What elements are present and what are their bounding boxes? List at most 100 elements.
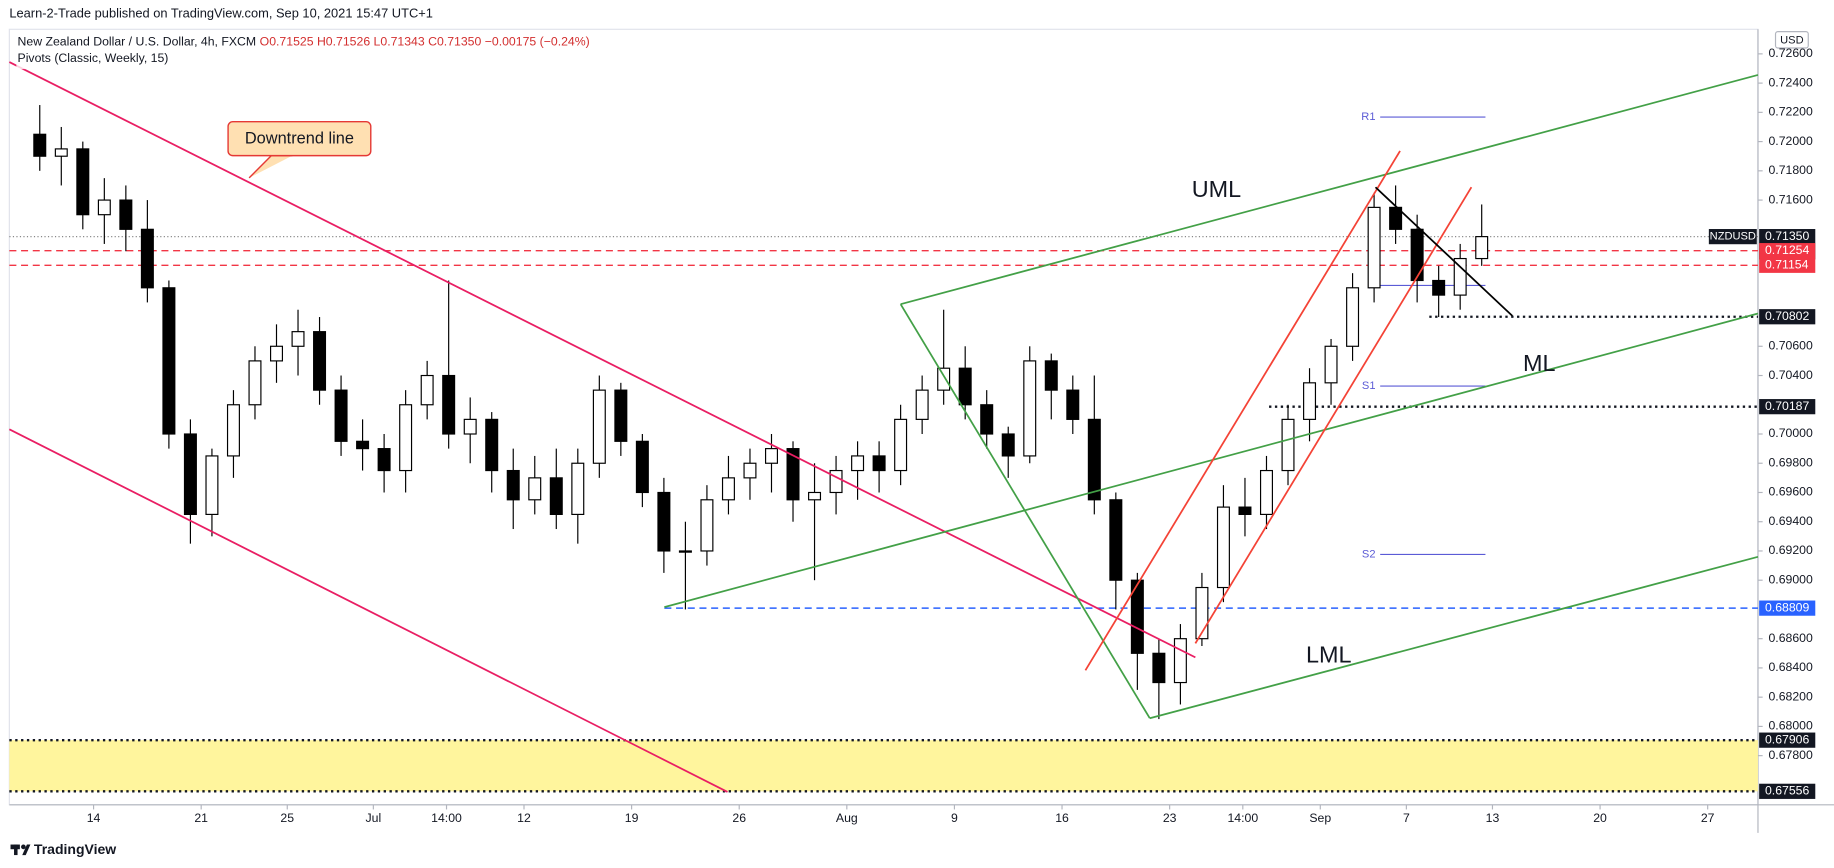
candle-body — [162, 287, 176, 435]
candle-body — [356, 440, 370, 450]
candle-body — [1453, 257, 1467, 296]
candle-body — [678, 550, 692, 553]
candle-body — [721, 477, 735, 501]
price-level-label: 0.70802 — [1765, 309, 1810, 323]
pivot-label: R1 — [1361, 111, 1375, 123]
candle-body — [1259, 469, 1273, 515]
candle-body — [592, 389, 606, 464]
x-tick-label: 12 — [517, 811, 531, 825]
candle-body — [614, 389, 628, 442]
candle-body — [442, 374, 456, 435]
candle-body — [743, 462, 757, 479]
median-line — [664, 312, 1759, 608]
candle-body — [33, 133, 47, 157]
y-tick-label: 0.71600 — [1769, 192, 1814, 206]
candle-body — [334, 389, 348, 442]
symbol-label: NZDUSD — [1710, 231, 1756, 243]
candle-body — [506, 469, 520, 501]
candle-body — [1044, 360, 1058, 391]
candle-body — [1410, 228, 1424, 282]
brand: TradingView — [34, 841, 116, 857]
symbol-box — [1708, 229, 1757, 245]
published-line: Learn-2-Trade published on TradingView.c… — [9, 5, 433, 20]
price-level-label: 0.68809 — [1765, 600, 1810, 614]
candle-body — [1130, 579, 1144, 654]
x-tick-label: 14 — [87, 811, 101, 825]
x-tick-label: 23 — [1163, 811, 1177, 825]
x-tick-label: 7 — [1403, 811, 1410, 825]
uml-label: UML — [1192, 176, 1241, 202]
support-zone — [9, 740, 1758, 792]
x-tick-label: 9 — [951, 811, 958, 825]
candle-body — [1023, 360, 1037, 457]
x-tick-label: 26 — [732, 811, 746, 825]
candle-body — [485, 418, 499, 472]
candle-body — [872, 455, 886, 472]
candle-body — [528, 477, 542, 501]
candle-body — [1195, 586, 1209, 640]
x-tick-label: Sep — [1309, 811, 1331, 825]
pivot-label: S1 — [1362, 380, 1376, 392]
y-tick-label: 0.68000 — [1769, 719, 1814, 733]
y-tick-label: 0.68600 — [1769, 631, 1814, 645]
price-level-label: 0.71154 — [1765, 258, 1809, 272]
x-tick-label: Aug — [836, 811, 858, 825]
price-level-box — [1759, 732, 1816, 748]
x-tick-label: 13 — [1486, 811, 1500, 825]
candle-body — [1109, 499, 1123, 581]
candle-body — [829, 469, 843, 494]
price-level-box — [1759, 600, 1816, 616]
currency: USD — [1780, 34, 1803, 46]
candle-body — [119, 199, 133, 230]
candle-body — [764, 448, 778, 464]
channel-upper — [1084, 150, 1401, 671]
candle-body — [851, 455, 865, 472]
candle-body — [1324, 345, 1338, 384]
candle-body — [140, 228, 154, 289]
y-tick-label: 0.72200 — [1769, 105, 1814, 119]
lower-median-line — [1149, 555, 1759, 720]
y-tick-label: 0.69800 — [1769, 455, 1814, 469]
symbol-title: New Zealand Dollar / U.S. Dollar, 4h, FX… — [18, 34, 257, 48]
x-tick-label: 14:00 — [1227, 811, 1258, 825]
pivot-label: S2 — [1362, 548, 1376, 560]
candle-body — [1238, 506, 1252, 515]
candle-body — [1367, 206, 1381, 289]
candle-body — [1216, 506, 1230, 589]
x-tick-label: 21 — [194, 811, 208, 825]
candle-body — [183, 433, 197, 515]
x-tick-label: 25 — [280, 811, 294, 825]
candle-body — [377, 448, 391, 472]
lml-label: LML — [1306, 641, 1351, 667]
price-level-box — [1759, 399, 1816, 415]
candle-body — [549, 477, 563, 515]
y-tick-label: 0.72400 — [1769, 75, 1814, 89]
candle-body — [248, 360, 262, 406]
price-level-box — [1759, 243, 1816, 259]
brand-logo — [10, 844, 31, 856]
candle-body — [1303, 382, 1317, 420]
candle-body — [399, 404, 413, 472]
candle-body — [980, 404, 994, 435]
price-level-label: 0.70187 — [1765, 399, 1810, 413]
candle-body — [1281, 418, 1295, 472]
price-level-label: 0.67906 — [1765, 732, 1810, 746]
candle-body — [1066, 389, 1080, 420]
candle-body — [1475, 236, 1489, 260]
candle-body — [463, 418, 477, 435]
price-level-label: 0.71254 — [1765, 243, 1810, 257]
candle-body — [808, 491, 822, 501]
y-tick-label: 0.70600 — [1769, 339, 1814, 353]
indicator-title: Pivots (Classic, Weekly, 15) — [18, 51, 169, 65]
y-tick-label: 0.72000 — [1769, 134, 1814, 148]
price-level-box — [1759, 229, 1816, 245]
ml-label: ML — [1523, 350, 1555, 376]
candle-body — [1001, 433, 1015, 457]
candle-body — [291, 331, 305, 347]
y-tick-label: 0.70400 — [1769, 368, 1814, 382]
y-tick-label: 0.72600 — [1769, 46, 1814, 60]
downtrend-line-lower — [8, 428, 728, 793]
candle-body — [313, 331, 327, 391]
x-tick-label: 20 — [1593, 811, 1607, 825]
x-tick-label: 27 — [1701, 811, 1715, 825]
